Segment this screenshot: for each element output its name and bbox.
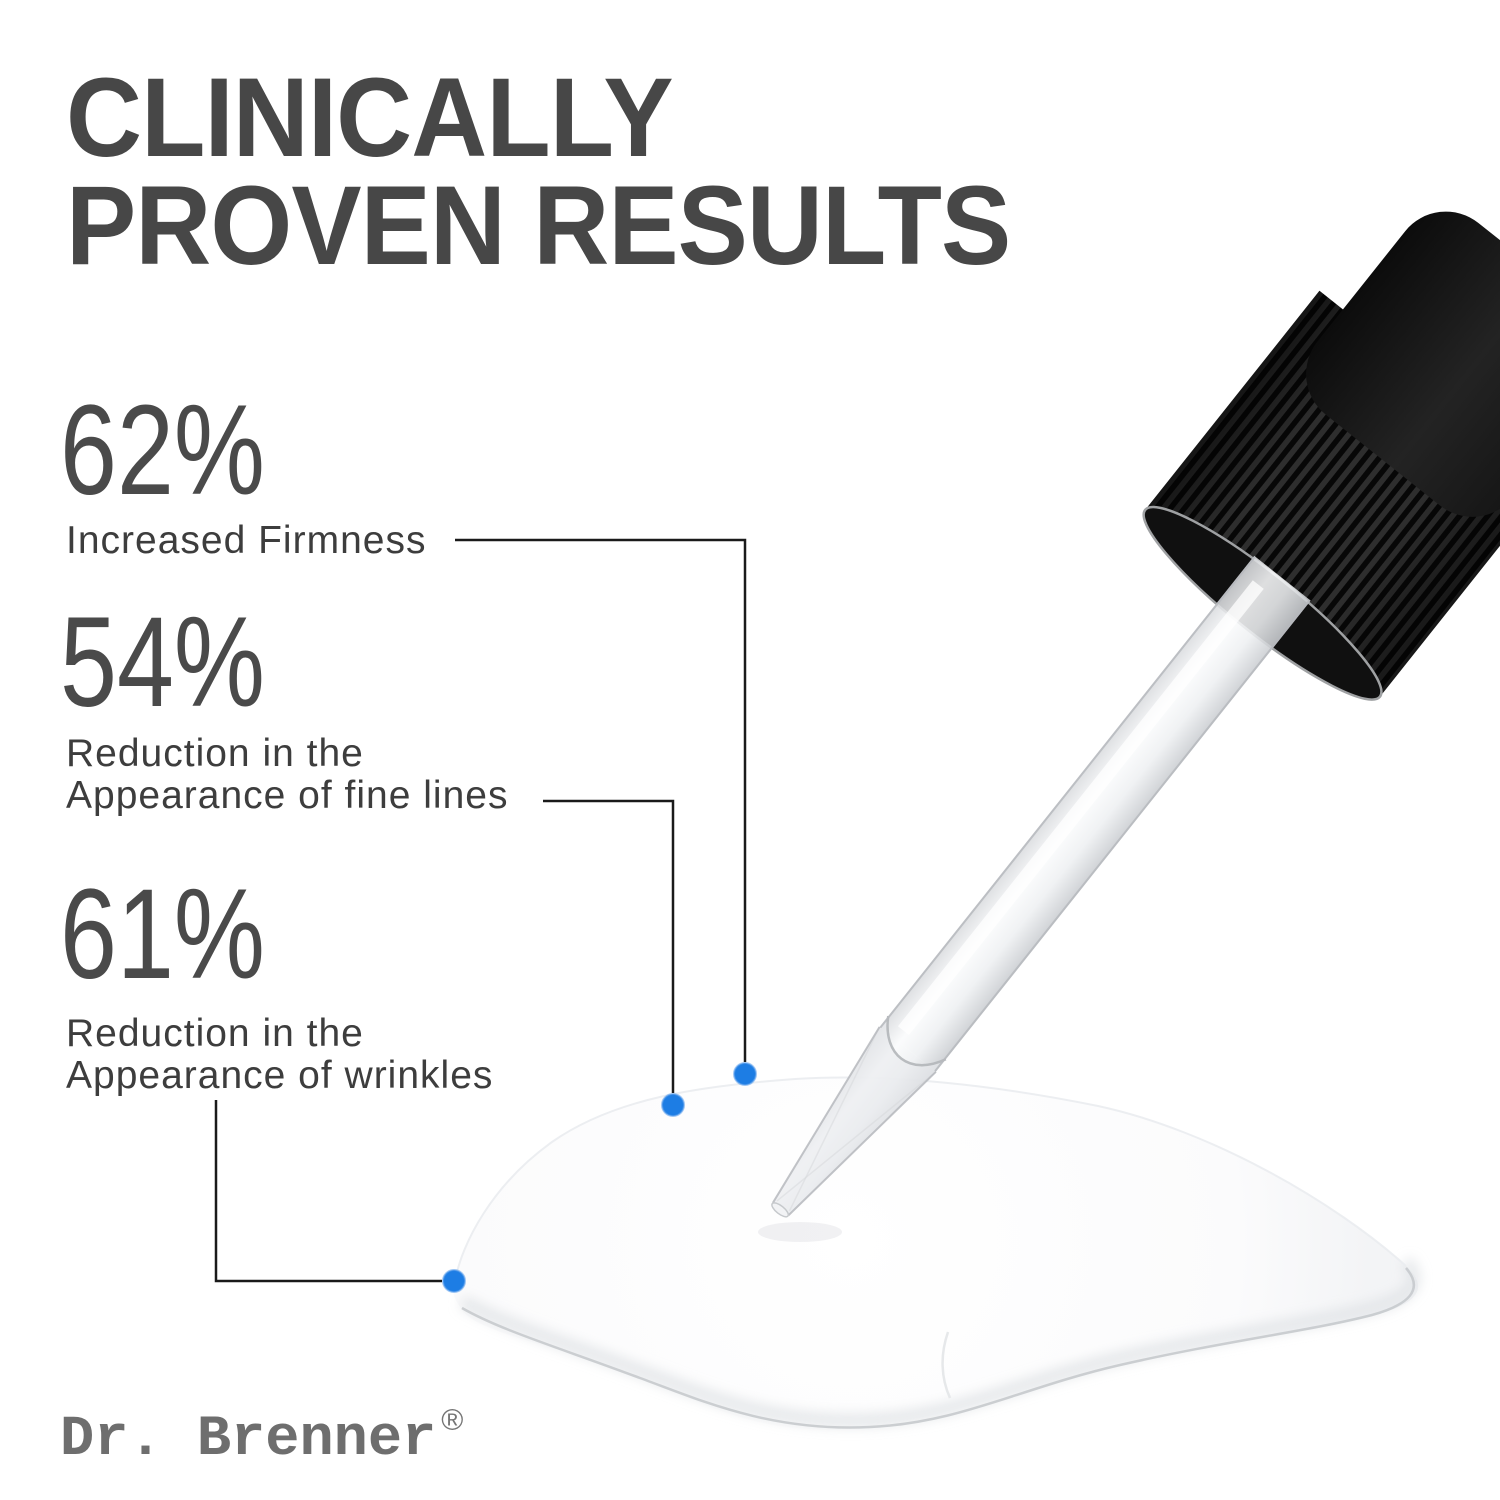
callout-dot-fine-lines: [661, 1093, 685, 1117]
stat-label-line: Appearance of wrinkles: [66, 1054, 494, 1097]
stat-value-firmness: 62%: [60, 379, 265, 522]
page-title-line-1: CLINICALLY: [66, 55, 674, 180]
callout-line-fine-lines: [543, 799, 675, 1093]
serum-crease: [941, 1331, 952, 1399]
serum-puddle-bottom-edge: [461, 1267, 1416, 1429]
pipette-body: [879, 555, 1311, 1072]
stat-label-firmness: Increased Firmness: [66, 520, 426, 562]
brand-name: Dr. Brenner: [60, 1408, 437, 1472]
callout-dot-wrinkles: [442, 1269, 466, 1293]
pipette-edge-right: [934, 599, 1311, 1072]
page-title-line-2: PROVEN RESULTS: [66, 163, 1011, 288]
stat-value-wrinkles: 61%: [60, 863, 265, 1006]
serum-puddle: [453, 1076, 1421, 1430]
brand-logo: Dr. Brenner ®: [60, 1404, 463, 1472]
pipette-highlight: [897, 580, 1264, 1036]
callouts: [214, 538, 747, 1283]
callout-line-wrinkles: [214, 1100, 442, 1283]
stat-label-line: Reduction in the: [66, 1012, 364, 1055]
liquid-meniscus: [886, 1015, 947, 1067]
stat-label-line: Appearance of fine lines: [66, 774, 509, 817]
serum-puddle-body: [453, 1077, 1419, 1430]
pipette-taper-edge-right: [787, 1071, 937, 1216]
page-title: CLINICALLY PROVEN RESULTS: [66, 55, 1011, 288]
stat-label-line: Increased Firmness: [66, 519, 427, 562]
pipette-edge-left: [879, 555, 1256, 1029]
dropper-bulb: [1306, 211, 1500, 517]
stat-label-line: Reduction in the: [66, 732, 364, 775]
glass-pipette: [771, 555, 1311, 1218]
pipette-taper-edge-left: [772, 1026, 881, 1204]
tip-contact-shadow: [758, 1222, 842, 1242]
stat-label-wrinkles: Reduction in the Appearance of wrinkles: [66, 1013, 493, 1097]
stat-value-fine-lines: 54%: [60, 591, 265, 734]
pipette-tip-opening: [771, 1202, 790, 1218]
callout-dots: [442, 1062, 757, 1293]
serum-puddle-top-edge: [454, 1076, 1407, 1282]
callout-line-firmness: [455, 538, 747, 1062]
stat-label-fine-lines: Reduction in the Appearance of fine line…: [66, 733, 508, 817]
dropper: [771, 211, 1500, 1218]
callout-dot-firmness: [733, 1062, 757, 1086]
pipette-liquid: [772, 1016, 946, 1216]
registered-trademark-icon: ®: [441, 1404, 464, 1437]
serum-puddle-inner-shadow: [458, 1256, 1421, 1428]
